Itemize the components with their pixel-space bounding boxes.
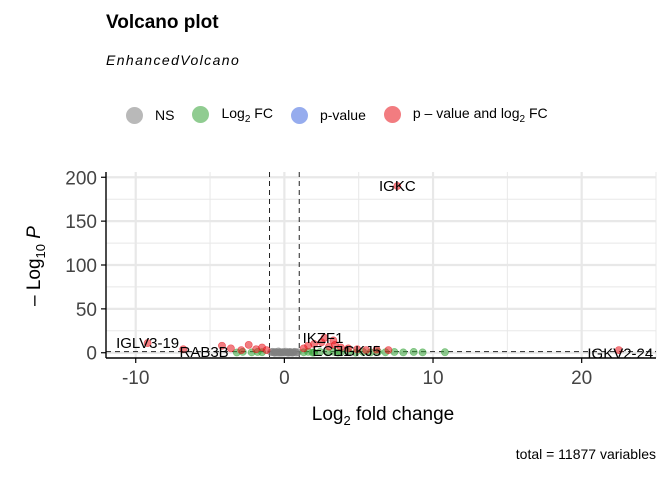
data-point	[320, 333, 329, 342]
data-point	[336, 343, 345, 352]
legend-label: p-value	[319, 107, 366, 123]
data-point	[285, 348, 294, 357]
legend-dot	[290, 106, 308, 124]
chart-subtitle: EnhancedVolcano	[106, 52, 241, 68]
legend-item-fc: Log2 FC	[192, 105, 273, 125]
legend-dot	[383, 106, 401, 124]
data-point	[244, 340, 253, 349]
data-point	[218, 341, 226, 350]
data-point	[353, 345, 362, 354]
data-point	[262, 346, 271, 355]
data-point	[409, 348, 418, 356]
data-point	[308, 348, 317, 357]
legend-label: p – value and log2 FC	[412, 105, 548, 125]
legend-item-pfc: p – value and log2 FC	[383, 105, 548, 125]
point-label: IKZF1	[303, 330, 344, 347]
legend-label: NS	[155, 107, 175, 123]
x-axis-label: Log2 fold change	[312, 404, 454, 428]
point-label: IGKV2-24	[587, 346, 653, 363]
y-tick-label: 100	[65, 256, 97, 277]
y-tick-label: 200	[65, 168, 97, 189]
y-axis-label: – Log10 P	[24, 226, 48, 306]
data-point	[143, 339, 152, 347]
legend-item-p: p-value	[290, 106, 366, 124]
legend: NS Log2 FC p-value p – value and log2 FC	[126, 102, 566, 128]
legend-label: Log2 FC	[221, 105, 273, 125]
y-tick-label: 150	[65, 212, 97, 233]
point-label: ECE1	[312, 343, 351, 360]
data-point	[399, 348, 408, 357]
data-point	[372, 345, 381, 354]
y-tick-label: 0	[86, 344, 97, 365]
legend-item-ns: NS	[126, 106, 175, 124]
data-point	[179, 345, 188, 354]
x-tick-label: 20	[571, 368, 592, 389]
data-point	[278, 348, 287, 357]
data-point	[226, 344, 235, 353]
point-label: RAB3B	[180, 344, 229, 361]
x-tick-label: 10	[422, 368, 443, 389]
data-point	[344, 344, 353, 353]
data-point	[237, 346, 246, 355]
legend-dot	[192, 106, 210, 124]
data-point	[384, 346, 393, 355]
x-tick-label: -10	[122, 368, 149, 389]
data-point	[329, 336, 338, 345]
legend-dot	[126, 106, 143, 124]
data-point	[362, 346, 371, 355]
x-tick-label: 0	[279, 368, 290, 389]
data-point	[441, 348, 449, 357]
point-label: IGKJ5	[339, 343, 381, 360]
data-point	[393, 182, 402, 190]
y-tick-label: 50	[76, 300, 97, 321]
data-point	[614, 346, 623, 355]
data-point	[310, 340, 319, 348]
data-point	[418, 348, 427, 357]
chart-title: Volcano plot	[106, 12, 219, 33]
point-label: IGKC	[379, 178, 416, 195]
chart-caption: total = 11877 variables	[515, 446, 656, 462]
point-label: IGLV3-19	[116, 335, 179, 352]
